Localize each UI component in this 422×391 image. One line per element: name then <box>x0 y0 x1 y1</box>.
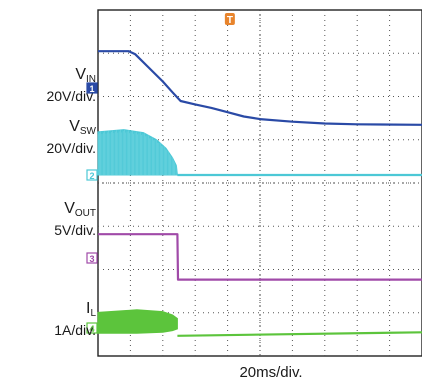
vout-symbol: VOUT <box>64 200 96 219</box>
il-symbol: IL <box>85 300 96 319</box>
channel-2-number: 2 <box>89 171 94 181</box>
channel-4-number: 4 <box>89 324 94 334</box>
trigger-icon <box>224 13 235 25</box>
channel-4-marker <box>86 322 98 334</box>
vin-scale: 20V/div. <box>46 88 96 104</box>
vin-symbol: VIN <box>75 66 96 85</box>
channel-3-marker <box>86 252 98 264</box>
vin-label: VIN 20V/div. <box>46 66 96 105</box>
timebase-label: 20ms/div. <box>239 364 303 381</box>
channel-1-number: 1 <box>89 84 94 94</box>
traces <box>97 50 422 337</box>
channel-1-marker <box>86 82 98 94</box>
il-after-trace <box>177 331 422 337</box>
il-scale: 1A/div. <box>54 322 96 338</box>
vin-trace <box>98 50 422 126</box>
vsw-symbol: VSW <box>69 118 96 137</box>
vout-label: VOUT 5V/div. <box>54 200 96 239</box>
vout-scale: 5V/div. <box>54 222 96 238</box>
trigger-marker: T <box>224 13 235 26</box>
vsw-scale: 20V/div. <box>46 140 96 156</box>
il-label: IL 1A/div. <box>54 300 96 339</box>
oscilloscope-grid <box>97 9 422 357</box>
vout-trace <box>98 233 422 281</box>
channel-3-number: 3 <box>89 254 94 264</box>
channel-markers: 1 2 3 4 <box>86 82 98 334</box>
trigger-letter: T <box>227 15 233 26</box>
il-ripple-band <box>97 309 178 334</box>
vsw-label: VSW 20V/div. <box>46 118 96 157</box>
channel-2-marker <box>86 169 98 181</box>
